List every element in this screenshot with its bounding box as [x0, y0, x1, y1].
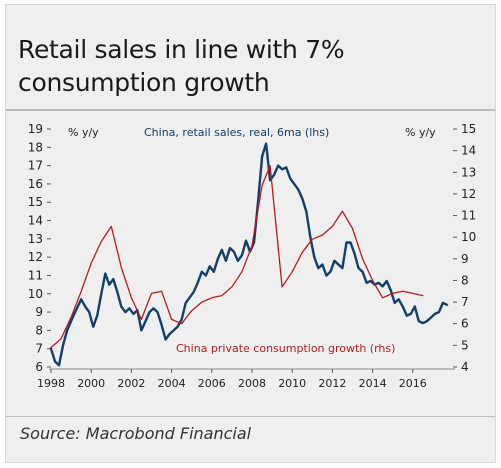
left-axis-unit: % y/y [68, 126, 99, 139]
x-tick-label: 2006 [198, 377, 226, 390]
retail-sales-series-label: China, retail sales, real, 6ma (lhs) [144, 126, 329, 139]
x-tick-label: 2012 [318, 377, 346, 390]
right-tick-label: 12 [461, 187, 476, 201]
right-tick-label: 10 [461, 230, 476, 244]
left-tick-label: 12 [28, 250, 43, 264]
x-tick-label: 2014 [359, 377, 387, 390]
right-tick-label: 7 [461, 295, 469, 309]
axes-group: 6 7 8 9 10 11 12 13 14 15 16 17 18 19 4 5 6 7 8 9 10 11 12 13 14… [28, 122, 477, 390]
left-tick-label: 18 [28, 140, 43, 154]
left-tick-label: 17 [28, 159, 43, 173]
left-tick-label: 16 [28, 177, 43, 191]
left-tick-label: 6 [35, 360, 43, 374]
left-tick-label: 9 [35, 305, 43, 319]
x-tick-label: 2002 [117, 377, 145, 390]
chart-title-line-1: Retail sales in line with 7% [18, 35, 345, 64]
x-tick-label: 2000 [77, 377, 105, 390]
chart-panel: Retail sales in line with 7% consumption… [5, 4, 496, 463]
right-tick-label: 6 [461, 317, 469, 331]
labels-group: % y/y % y/y China, retail sales, real, 6ma… [68, 126, 436, 355]
right-tick-label: 8 [461, 273, 469, 287]
chart-title-line-2: consumption growth [18, 68, 270, 97]
source-divider [6, 416, 495, 417]
right-tick-label: 13 [461, 165, 476, 179]
private-consumption-line [50, 165, 424, 349]
source-note: Source: Macrobond Financial [20, 424, 252, 443]
x-tick-label: 2004 [158, 377, 186, 390]
right-tick-label: 11 [461, 209, 476, 223]
left-tick-label: 14 [28, 214, 43, 228]
private-consumption-series-label: China private consumption growth (rhs) [176, 342, 395, 355]
chart-title: Retail sales in line with 7% consumption… [18, 33, 488, 99]
x-tick-label: 2016 [399, 377, 427, 390]
right-axis-unit: % y/y [405, 126, 436, 139]
left-tick-label: 13 [28, 232, 43, 246]
right-tick-label: 4 [461, 360, 469, 374]
line-chart: 6 7 8 9 10 11 12 13 14 15 16 17 18 19 4 5 6 7 8 9 10 11 12 13 14… [28, 122, 477, 390]
left-tick-label: 11 [28, 268, 43, 282]
right-tick-label: 14 [461, 144, 476, 158]
title-divider [6, 109, 495, 111]
right-tick-label: 9 [461, 252, 469, 266]
series-group [49, 142, 449, 367]
left-tick-label: 7 [35, 342, 43, 356]
right-tick-label: 15 [461, 122, 476, 136]
x-tick-label: 1998 [37, 377, 65, 390]
left-tick-label: 19 [28, 122, 43, 136]
left-tick-label: 15 [28, 195, 43, 209]
x-tick-label: 2008 [238, 377, 266, 390]
x-tick-label: 2010 [278, 377, 306, 390]
right-tick-label: 5 [461, 338, 469, 352]
left-tick-label: 10 [28, 287, 43, 301]
left-tick-label: 8 [35, 323, 43, 337]
